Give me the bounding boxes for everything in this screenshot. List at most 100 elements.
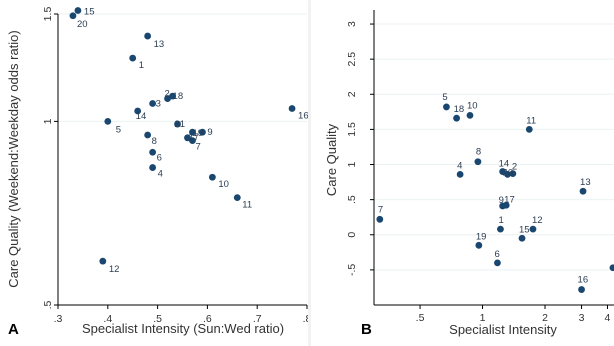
data-point <box>74 7 82 14</box>
data-point-label: 18 <box>454 104 465 115</box>
data-point-label: 16 <box>298 110 309 121</box>
data-point-label: 4 <box>457 160 462 171</box>
data-point <box>129 54 137 62</box>
data-point <box>69 12 77 20</box>
data-point-label: 13 <box>154 39 165 50</box>
data-point-label: 1 <box>498 215 503 226</box>
y-tick-label: -.5 <box>346 264 358 276</box>
data-point <box>518 234 526 242</box>
y-tick-label: 1.5 <box>346 122 358 137</box>
y-tick-label: 2 <box>346 91 358 97</box>
data-point <box>376 215 384 223</box>
data-point <box>578 286 585 293</box>
data-point <box>497 225 504 233</box>
y-tick-label: .5 <box>346 195 358 204</box>
x-tick-label: 3 <box>579 312 585 324</box>
data-point <box>443 103 450 111</box>
data-point <box>494 259 501 267</box>
data-point <box>144 131 152 139</box>
data-point <box>199 128 206 136</box>
panel-a: .3 .4 .5 .6 .7 .8 .5 1 1.5 Specialist Intensity (… <box>6 6 312 338</box>
data-point-label: 19 <box>476 231 487 242</box>
data-point-label: 2 <box>165 89 170 100</box>
data-point <box>456 170 464 178</box>
data-point <box>169 92 176 100</box>
data-point <box>509 170 517 178</box>
x-tick-label: .5 <box>153 313 162 325</box>
data-point <box>189 137 196 145</box>
data-point <box>149 164 157 171</box>
x-tick-label: .7 <box>253 313 262 325</box>
data-point-label: 1 <box>139 60 144 71</box>
y-tick-label: .5 <box>42 300 54 309</box>
data-point <box>579 187 587 195</box>
data-point <box>504 170 511 178</box>
y-tick-label: 3 <box>346 21 358 27</box>
data-point-label: 2 <box>512 162 517 173</box>
y-tick-label: 0 <box>346 232 358 238</box>
x-tick-label: 4 <box>605 312 611 324</box>
data-point-label: 8 <box>152 136 157 147</box>
data-point-label: 15 <box>84 6 95 17</box>
data-point-label: 11 <box>242 200 252 211</box>
panel-letter: B <box>361 321 372 338</box>
data-point-label: 10 <box>467 100 478 111</box>
data-point-label: 15 <box>519 224 530 235</box>
data-point <box>104 117 112 125</box>
data-point-label: 5 <box>116 124 121 135</box>
y-tick-label: 1.5 <box>42 7 54 22</box>
data-point <box>453 114 460 122</box>
data-point-label: 16 <box>578 275 589 286</box>
data-point <box>174 120 181 128</box>
data-point-label: 6 <box>157 152 162 163</box>
data-point-label: 12 <box>532 215 543 226</box>
data-point <box>149 148 157 156</box>
data-point <box>525 126 533 133</box>
y-tick-label: 1 <box>346 161 358 167</box>
data-point-label: 11 <box>526 115 536 126</box>
x-tick-label: .6 <box>203 313 212 325</box>
data-point <box>189 128 196 136</box>
data-point <box>149 100 157 107</box>
data-point <box>134 107 142 115</box>
data-point-label: 6 <box>494 249 499 260</box>
data-point-label: 10 <box>218 179 229 190</box>
x-tick-label: .8 <box>303 313 312 325</box>
x-tick-label: .5 <box>416 312 425 324</box>
data-point-label: 14 <box>136 111 147 122</box>
x-axis-title: Specialist Intensity (Sun:Wed ratio) <box>82 321 284 336</box>
data-point <box>529 225 537 233</box>
data-point-label: 7 <box>195 142 200 153</box>
data-point <box>184 134 191 142</box>
data-point <box>474 158 482 166</box>
data-point <box>208 173 216 181</box>
data-point-label: 14 <box>499 159 510 170</box>
x-tick-label: .3 <box>54 313 63 325</box>
data-point-label: 9 <box>499 195 504 206</box>
data-point <box>233 194 241 202</box>
data-point-label: 21 <box>175 119 186 130</box>
data-point-label: 8 <box>476 147 481 158</box>
data-point-label: 7 <box>378 204 383 215</box>
data-point <box>502 201 510 209</box>
panel-letter: A <box>8 321 19 338</box>
data-point-label: 20 <box>503 167 514 178</box>
data-point-label: 5 <box>442 92 447 103</box>
x-tick-label: .4 <box>103 313 112 325</box>
data-point <box>475 241 483 249</box>
x-axis-title: Specialist Intensity <box>449 322 557 337</box>
data-point-label: 17 <box>188 132 199 143</box>
data-point-label: 19 <box>192 128 203 139</box>
y-tick-label: 1 <box>42 118 54 124</box>
data-point-label: 3 <box>156 98 161 109</box>
y-axis-title: Care Quality (Weekend:Weekday odds ratio… <box>6 30 21 287</box>
scatter-plot-a: .3 .4 .5 .6 .7 .8 .5 1 1.5 Specialist Intensity (… <box>6 6 312 338</box>
data-point <box>99 257 107 265</box>
x-tick-label: 1 <box>480 312 486 324</box>
data-point-label: 17 <box>504 194 515 205</box>
data-point-label: 12 <box>109 264 120 275</box>
data-point <box>144 32 152 40</box>
y-axis-title: Care Quality <box>324 123 339 196</box>
data-point-label: 4 <box>158 169 163 180</box>
